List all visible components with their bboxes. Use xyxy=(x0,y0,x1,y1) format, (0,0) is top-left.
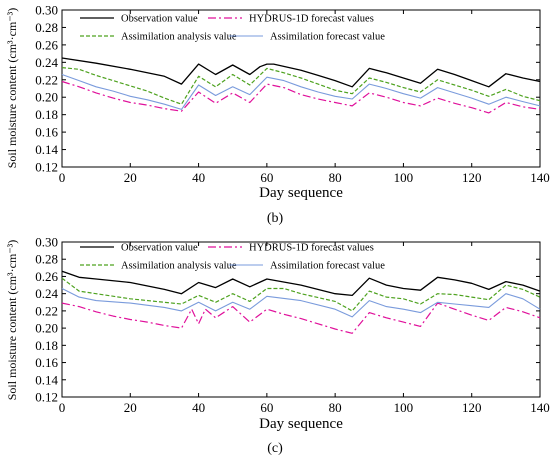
legend-label-observation: Observation value xyxy=(121,243,198,254)
series-line-hydrus xyxy=(61,80,541,114)
series-line-analysis xyxy=(61,277,541,312)
y-tick-label: 0.16 xyxy=(35,355,58,370)
y-tick-label: 0.26 xyxy=(35,269,58,284)
x-tick-label: 60 xyxy=(260,170,273,185)
series-line-observation xyxy=(61,57,541,88)
y-tick-label: 0.12 xyxy=(35,390,58,405)
x-tick-label: 100 xyxy=(394,170,414,185)
series-line-analysis xyxy=(61,67,541,105)
panel-caption: (c) xyxy=(267,441,283,456)
x-tick-label: 0 xyxy=(59,400,66,415)
legend-label-analysis: Assimilation analysis value xyxy=(121,32,237,43)
y-axis-label: Soil moisture content (cm³·cm⁻³) xyxy=(5,8,19,169)
x-tick-label: 20 xyxy=(124,400,137,415)
y-tick-label: 0.24 xyxy=(35,286,58,301)
series-line-hydrus xyxy=(61,302,541,334)
chart-panel-1: 0.12 0.14 0.16 0.18 0.20 0.22 0.24 0.26 0.28 0.30… xyxy=(5,3,550,227)
y-tick-label: 0.12 xyxy=(35,160,58,175)
legend-label-hydrus: HYDRUS-1D forecast values xyxy=(249,14,374,25)
legend-label-hydrus: HYDRUS-1D forecast values xyxy=(249,243,374,254)
x-tick-label: 140 xyxy=(530,400,550,415)
legend-label-observation: Observation value xyxy=(121,14,198,25)
y-tick-label: 0.24 xyxy=(35,55,58,70)
y-tick-label: 0.28 xyxy=(35,252,58,267)
x-tick-label: 40 xyxy=(192,170,205,185)
x-tick-label: 120 xyxy=(462,400,482,415)
y-tick-label: 0.16 xyxy=(35,125,58,140)
x-tick-label: 60 xyxy=(260,400,273,415)
y-axis-label: Soil moisture content (cm³·cm⁻³) xyxy=(5,240,19,401)
y-tick-label: 0.14 xyxy=(35,372,58,387)
y-tick-label: 0.20 xyxy=(35,90,58,105)
x-axis-label: Day sequence xyxy=(259,416,343,432)
y-tick-label: 0.18 xyxy=(35,107,58,122)
legend-label-forecast: Assimilation forecast value xyxy=(270,261,385,272)
x-axis-label: Day sequence xyxy=(259,185,343,201)
y-tick-label: 0.22 xyxy=(35,303,58,318)
y-tick-label: 0.28 xyxy=(35,20,58,35)
y-tick-label: 0.18 xyxy=(35,338,58,353)
y-tick-label: 0.20 xyxy=(35,321,58,336)
plot-frame xyxy=(61,9,541,168)
x-tick-label: 140 xyxy=(530,170,550,185)
chart-panel-2: 0.12 0.14 0.16 0.18 0.20 0.22 0.24 0.26 0.28 0.30… xyxy=(5,235,550,457)
series-line-forecast xyxy=(61,73,541,110)
x-tick-label: 80 xyxy=(329,400,342,415)
x-tick-label: 100 xyxy=(394,400,414,415)
y-tick-label: 0.14 xyxy=(35,142,58,157)
legend-label-forecast: Assimilation forecast value xyxy=(270,32,385,43)
y-tick-label: 0.30 xyxy=(35,3,58,18)
y-tick-label: 0.22 xyxy=(35,72,58,87)
x-tick-label: 20 xyxy=(124,170,137,185)
plot-frame xyxy=(61,241,541,398)
series-line-forecast xyxy=(61,288,541,318)
series-line-observation xyxy=(61,270,541,297)
x-tick-label: 120 xyxy=(462,170,482,185)
x-tick-label: 40 xyxy=(192,400,205,415)
x-tick-label: 0 xyxy=(59,170,66,185)
panel-caption: (b) xyxy=(267,211,284,226)
y-tick-label: 0.26 xyxy=(35,37,58,52)
y-tick-label: 0.30 xyxy=(35,235,58,250)
legend-label-analysis: Assimilation analysis value xyxy=(121,261,237,272)
x-tick-label: 80 xyxy=(329,170,342,185)
